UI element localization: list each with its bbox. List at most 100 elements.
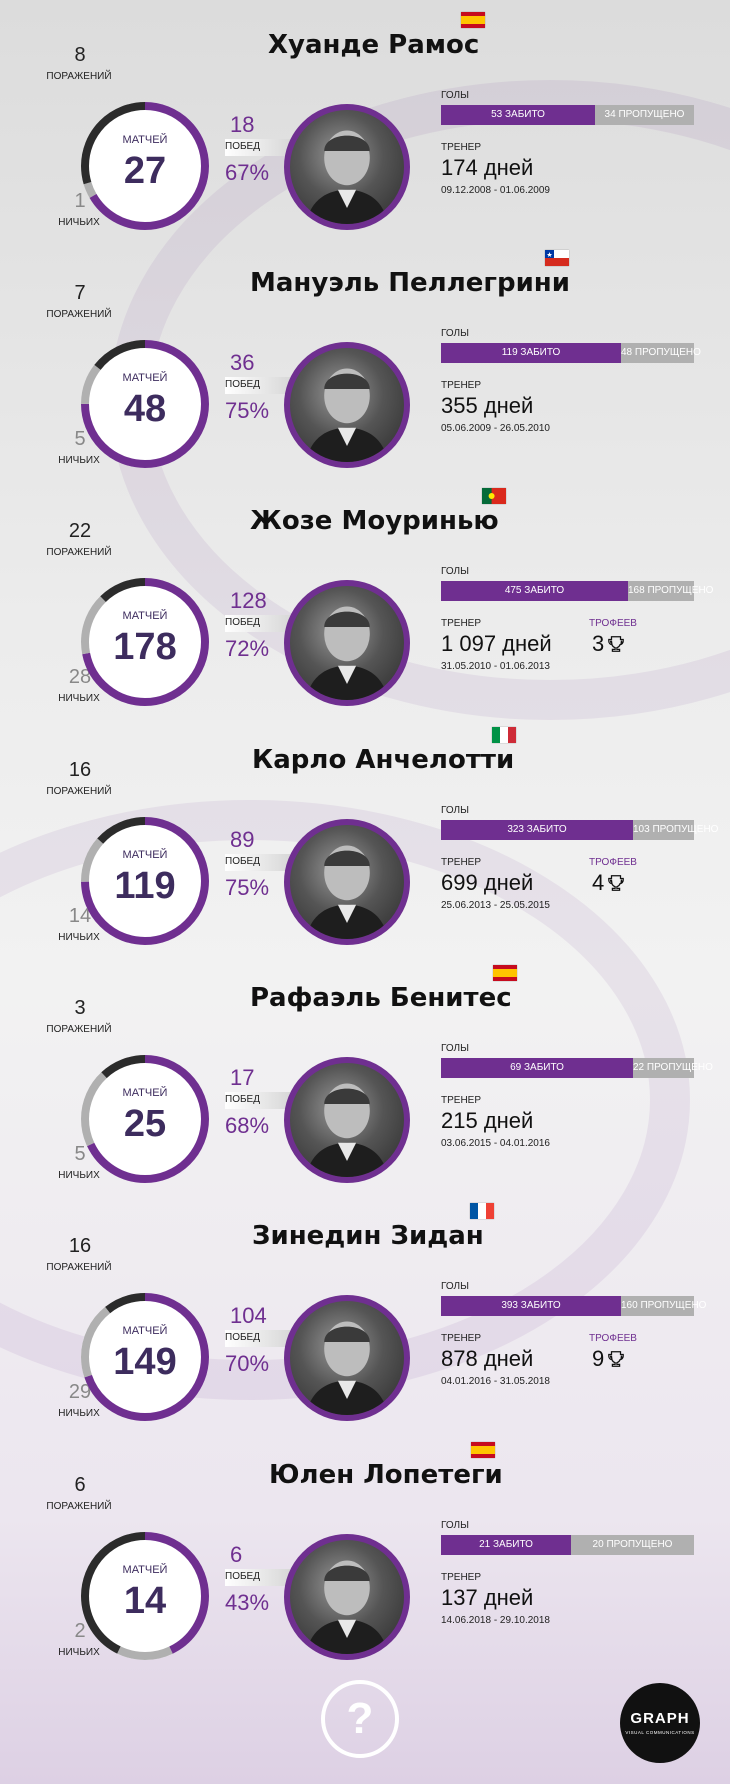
wins-label: побед [225,1332,260,1343]
goals-conceded-bar: 103 пропущено [633,820,718,840]
coach-label: тренер [441,857,482,868]
win-percentage: 75% [225,398,270,423]
flag-spain-icon [461,12,485,28]
coach-label: тренер [441,618,482,629]
results-ring [81,1055,209,1183]
coach-block: Мануэль Пеллегрини 7 поражений 5 ничьих матче… [0,250,730,490]
wins-count: 18 [230,112,255,137]
wins-label: побед [225,1094,260,1105]
coach-photo [284,1057,410,1183]
ring-draws-segment [81,1532,209,1660]
win-percentage: 70% [225,1351,270,1376]
matches-label: матчей [122,1564,168,1576]
coach-block: Жозе Моуринью 22 поражений 28 ничьих матчей 17… [0,488,730,728]
goals-scored-bar: 53 забито [441,105,595,125]
wins-count: 128 [230,588,267,613]
ring-background [81,578,209,706]
coach-name: Зинедин Зидан [252,1221,484,1251]
draws-label: ничьих [58,455,100,466]
losses-label: поражений [46,1501,112,1512]
tenure-dates: 25.06.2013 - 25.05.2015 [441,900,550,911]
losses-count: 16 [68,759,92,781]
draws-label: ничьих [58,693,100,704]
wins-count: 104 [230,1303,267,1328]
goals-label: голы [441,1281,469,1292]
wins-label-band [225,139,290,156]
trophies-value: 4 [592,870,605,895]
results-ring [81,817,209,945]
ring-background [81,817,209,945]
draws-label: ничьих [58,217,100,228]
coach-name: Юлен Лопетеги [269,1460,503,1490]
losses-label: поражений [46,71,112,82]
trophies-count: 9 [592,1346,625,1372]
losses-count: 3 [74,997,86,1019]
coach-name: Мануэль Пеллегрини [250,268,570,298]
ring-draws-segment [81,1055,209,1183]
draws-label: ничьих [58,1647,100,1658]
trophies-value: 9 [592,1346,605,1371]
wins-label-band [225,1569,290,1586]
draws-count: 28 [68,666,92,688]
losses-count: 7 [74,282,86,304]
ring-background [81,1293,209,1421]
tenure-days: 174 дней [441,155,534,180]
losses-label: поражений [46,1024,112,1035]
coach-photo [284,104,410,230]
goals-conceded-bar: 48 пропущено [621,343,701,363]
draws-count: 14 [68,905,92,927]
losses-label: поражений [46,309,112,320]
losses-label: поражений [46,1262,112,1273]
ring-draws-segment [81,1293,209,1421]
draws-count: 2 [74,1620,86,1642]
win-percentage: 75% [225,875,270,900]
results-ring [81,1293,209,1421]
goals-conceded-bar: 160 пропущено [621,1296,706,1316]
trophy-icon [604,1346,625,1371]
win-percentage: 68% [225,1113,270,1138]
coach-name: Жозе Моуринью [250,506,499,536]
win-percentage: 72% [225,636,270,661]
tenure-dates: 03.06.2015 - 04.01.2016 [441,1138,550,1149]
ring-losses-segment [81,817,209,945]
losses-label: поражений [46,786,112,797]
coach-name: Рафаэль Бенитес [250,983,512,1013]
matches-count: 48 [123,388,167,430]
ring-losses-segment [81,1055,209,1183]
flag-chile-icon [545,250,569,266]
goals-label: голы [441,90,469,101]
question-mark-icon: ? [321,1680,399,1758]
coach-label: тренер [441,1095,482,1106]
losses-count: 22 [68,520,92,542]
wins-label-band [225,615,290,632]
goals-conceded-bar: 168 пропущено [628,581,713,601]
graph-logo: GRAPH VISUAL COMMUNICATIONS [620,1683,700,1763]
ring-losses-segment [81,578,209,706]
draws-label: ничьих [58,1408,100,1419]
coach-label: тренер [441,142,482,153]
matches-label: матчей [122,372,168,384]
flag-spain-icon [471,1442,495,1458]
coach-photo [284,819,410,945]
goals-label: голы [441,566,469,577]
trophies-value: 3 [592,631,605,656]
wins-count: 6 [230,1542,243,1567]
coach-photo [284,342,410,468]
coach-block: Юлен Лопетеги 6 поражений 2 ничьих матчей 14 6 п… [0,1442,730,1682]
losses-label: поражений [46,547,112,558]
draws-label: ничьих [58,1170,100,1181]
matches-label: матчей [122,1325,168,1337]
losses-count: 16 [68,1235,92,1257]
wins-label: побед [225,379,260,390]
wins-label-band [225,854,290,871]
goals-scored-bar: 475 забито [441,581,628,601]
tenure-days: 878 дней [441,1346,534,1371]
draws-count: 5 [74,428,86,450]
tenure-dates: 14.06.2018 - 29.10.2018 [441,1615,550,1626]
matches-count: 25 [123,1103,167,1145]
matches-label: матчей [122,849,168,861]
matches-count: 27 [123,150,167,192]
win-percentage: 67% [225,160,270,185]
wins-label: побед [225,1571,260,1582]
coach-photo [284,580,410,706]
